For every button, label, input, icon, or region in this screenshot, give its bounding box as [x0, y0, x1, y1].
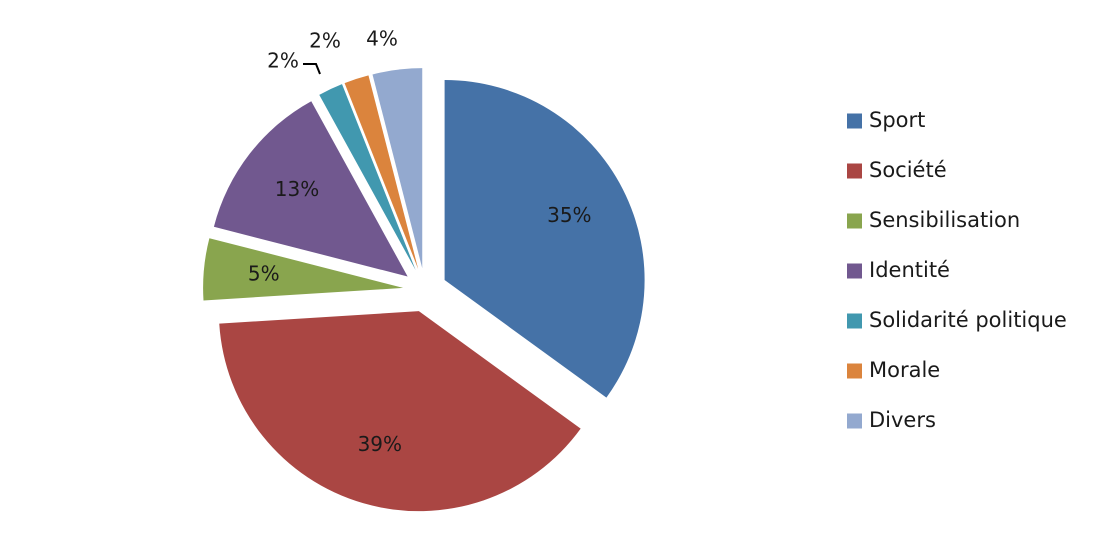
pie-slice-identite — [213, 101, 408, 277]
legend-item-societe: Société — [847, 158, 947, 182]
legend-item-sensibilisation: Sensibilisation — [847, 208, 1020, 232]
legend-item-sport: Sport — [847, 108, 925, 132]
legend-swatch-societe — [847, 163, 862, 179]
pie-slice-sport — [444, 80, 645, 398]
pie-slice-morale — [344, 75, 419, 270]
data-label-solidarite-politique: 2% — [267, 49, 299, 73]
legend: Sport Société Sensibilisation Identité Solid… — [847, 108, 1067, 432]
legend-label-identite: Identité — [869, 258, 950, 282]
legend-swatch-morale — [847, 363, 862, 379]
leader-line-solidarite-politique — [303, 63, 321, 75]
legend-label-morale: Morale — [869, 358, 940, 382]
legend-swatch-sensibilisation — [847, 213, 862, 229]
data-label-morale: 2% — [309, 29, 341, 53]
legend-label-sensibilisation: Sensibilisation — [869, 208, 1020, 232]
pie-slice-solidarite-politique — [319, 84, 416, 271]
data-label-sport: 35% — [547, 203, 591, 227]
legend-swatch-identite — [847, 263, 862, 279]
data-labels: 35% 39% 5% 13% 2% 2% 4% — [248, 27, 592, 457]
leader-lines — [303, 63, 321, 75]
data-label-divers: 4% — [366, 27, 398, 51]
legend-swatch-solidarite-politique — [847, 313, 862, 329]
legend-swatch-sport — [847, 113, 862, 129]
data-label-sensibilisation: 5% — [248, 261, 280, 285]
legend-label-divers: Divers — [869, 408, 936, 432]
legend-item-solidarite-politique: Solidarité politique — [847, 308, 1067, 332]
legend-swatch-divers — [847, 413, 862, 429]
legend-item-identite: Identité — [847, 258, 950, 282]
legend-label-sport: Sport — [869, 108, 925, 132]
pie-slice-societe — [219, 311, 581, 512]
pie-slice-sensibilisation — [203, 238, 404, 301]
pie-slice-divers — [372, 68, 423, 269]
data-label-identite: 13% — [275, 177, 319, 201]
data-label-societe: 39% — [358, 432, 402, 456]
legend-label-solidarite-politique: Solidarité politique — [869, 308, 1067, 332]
legend-label-societe: Société — [869, 158, 947, 182]
legend-item-morale: Morale — [847, 358, 940, 382]
pie-slices — [203, 68, 645, 512]
legend-item-divers: Divers — [847, 408, 936, 432]
